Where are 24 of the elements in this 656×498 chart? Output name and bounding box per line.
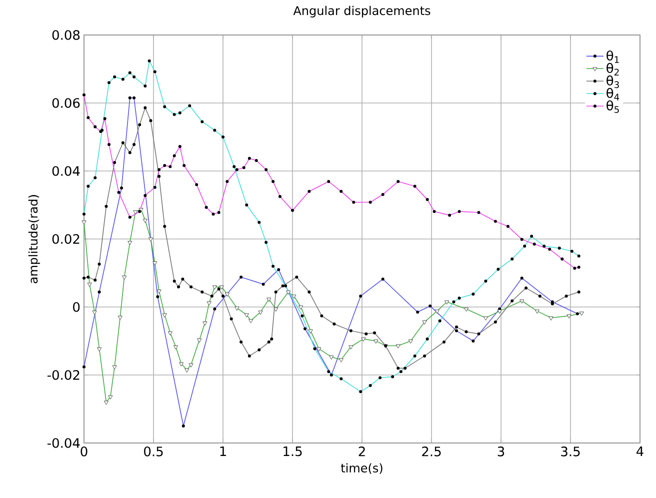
x-tick-label: 3 <box>498 446 504 456</box>
legend-label: θ$_{2}$ <box>606 62 619 76</box>
x-tick-label: 0 <box>80 446 88 456</box>
x-tick-label: 3.5 <box>561 446 580 456</box>
x-tick-label: 2.5 <box>422 446 441 456</box>
y-tick-label: 0.08 <box>52 30 80 40</box>
x-axis-title: time(s) <box>340 463 382 474</box>
y-tick-label: 0 <box>73 302 80 312</box>
x-tick-label: 0.5 <box>144 446 163 456</box>
y-axis-title: amplitude(rad) <box>28 195 40 284</box>
y-tick-label: 0.02 <box>52 234 80 244</box>
x-tick-label: 2 <box>358 446 365 456</box>
legend-label: θ$_{3}$ <box>606 75 619 88</box>
legend-label: θ$_{5}$ <box>606 100 619 113</box>
y-tick-label: -0.04 <box>47 438 80 448</box>
y-tick-label: -0.02 <box>47 370 80 380</box>
chart-title: Angular displacements <box>293 6 430 18</box>
y-tick-label: 0.06 <box>52 98 80 108</box>
legend-label: θ$_{1}$ <box>606 50 619 63</box>
x-tick-label: 1 <box>220 446 226 456</box>
y-tick-label: 0.04 <box>52 166 80 176</box>
x-tick-label: 4 <box>636 446 644 456</box>
x-tick-label: 1.5 <box>284 446 302 456</box>
legend-label: θ$_{4}$ <box>606 88 620 100</box>
